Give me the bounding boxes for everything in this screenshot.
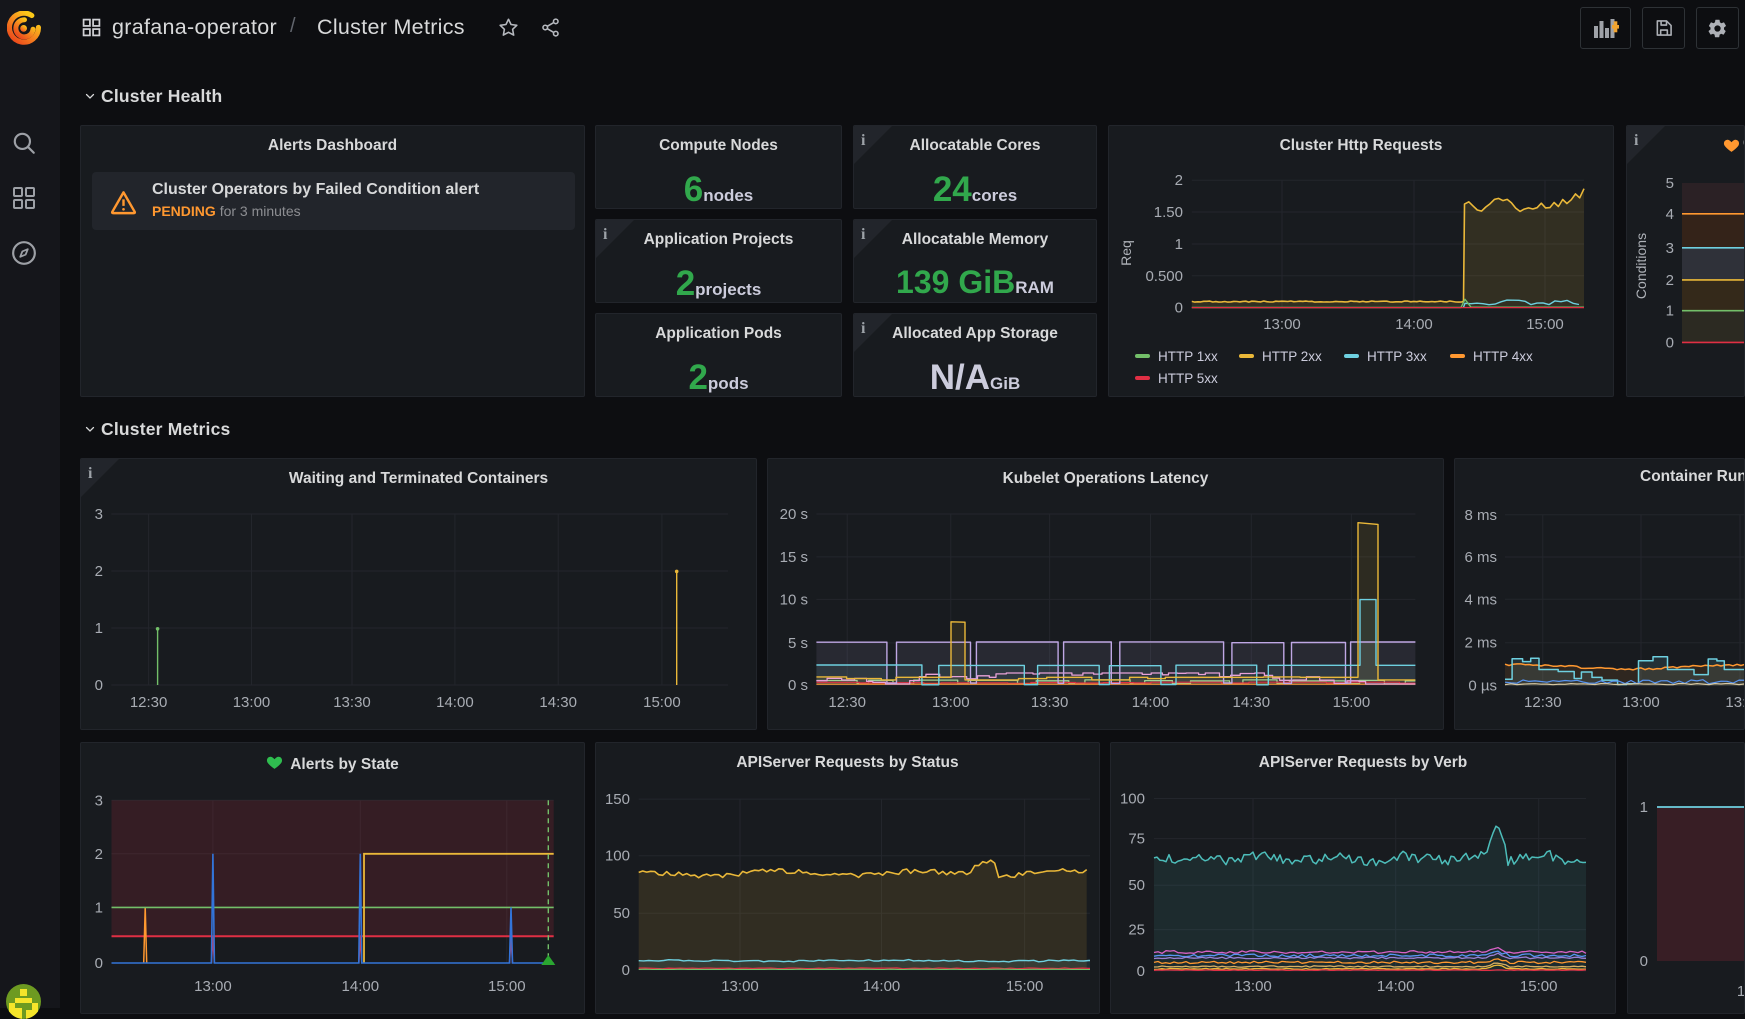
svg-text:15:00: 15:00 [1526,316,1564,333]
svg-text:1: 1 [95,899,103,916]
svg-text:HTTP 3xx: HTTP 3xx [1367,349,1427,364]
svg-text:i: i [1634,132,1639,149]
svg-text:2: 2 [95,846,103,863]
svg-text:100: 100 [605,848,630,865]
svg-text:0 µs: 0 µs [1468,678,1497,695]
svg-text:14:30: 14:30 [539,694,577,711]
svg-text:1: 1 [95,620,103,637]
svg-text:1: 1 [1666,303,1674,320]
svg-text:13:30: 13:30 [333,694,371,711]
svg-text:12:30: 12:30 [130,694,168,711]
svg-text:13:00: 13:00 [1263,316,1301,333]
svg-text:i: i [603,226,608,243]
svg-text:15:00: 15:00 [1333,694,1371,711]
svg-text:12:30: 12:30 [1524,694,1562,711]
svg-text:13:00: 13:00 [194,978,232,995]
svg-text:14:30: 14:30 [1233,694,1271,711]
svg-text:1: 1 [1640,799,1648,816]
svg-text:1: 1 [1737,983,1745,1000]
svg-text:14:00: 14:00 [436,694,474,711]
svg-text:13:00: 13:00 [1234,978,1272,995]
svg-text:6 ms: 6 ms [1464,549,1497,566]
svg-text:15:00: 15:00 [1006,978,1044,995]
svg-text:3: 3 [95,506,103,523]
svg-text:Req: Req [1118,240,1134,266]
svg-text:0: 0 [622,962,630,979]
svg-text:13:00: 13:00 [233,694,271,711]
svg-text:50: 50 [1128,877,1145,894]
svg-text:13:00: 13:00 [932,694,970,711]
svg-text:15:00: 15:00 [488,978,526,995]
svg-text:14:00: 14:00 [1377,978,1415,995]
svg-text:HTTP 1xx: HTTP 1xx [1158,349,1218,364]
svg-text:15:00: 15:00 [643,694,681,711]
svg-text:i: i [88,465,93,482]
svg-text:14:00: 14:00 [342,978,380,995]
svg-text:25: 25 [1128,922,1145,939]
svg-text:10 s: 10 s [780,591,808,608]
svg-text:3: 3 [1666,240,1674,257]
svg-text:i: i [861,320,866,337]
svg-text:50: 50 [613,905,630,922]
svg-text:i: i [861,226,866,243]
svg-text:15 s: 15 s [780,549,808,566]
svg-text:75: 75 [1128,831,1145,848]
svg-text:14:00: 14:00 [863,978,901,995]
svg-text:15:00: 15:00 [1520,978,1558,995]
svg-text:13:30: 13:30 [1031,694,1069,711]
svg-text:0: 0 [1666,334,1674,351]
svg-text:HTTP 2xx: HTTP 2xx [1262,349,1322,364]
svg-text:100: 100 [1120,791,1145,808]
svg-text:4 ms: 4 ms [1464,591,1497,608]
svg-text:14:00: 14:00 [1132,694,1170,711]
svg-text:20 s: 20 s [780,506,808,523]
svg-text:0: 0 [1175,300,1183,317]
svg-text:0.500: 0.500 [1145,268,1183,285]
svg-text:i: i [861,132,866,149]
svg-text:12:30: 12:30 [828,694,866,711]
svg-text:1.50: 1.50 [1154,204,1183,221]
svg-text:0: 0 [1137,963,1145,980]
svg-text:Conditions: Conditions [1633,233,1649,299]
svg-text:0 s: 0 s [788,677,808,694]
svg-text:0: 0 [95,677,103,694]
svg-text:5 s: 5 s [788,635,808,652]
svg-text:HTTP 4xx: HTTP 4xx [1473,349,1533,364]
svg-text:13:00: 13:00 [1622,694,1660,711]
svg-text:3: 3 [95,792,103,809]
svg-text:2 ms: 2 ms [1464,635,1497,652]
svg-text:14:00: 14:00 [1395,316,1433,333]
svg-text:8 ms: 8 ms [1464,507,1497,524]
svg-text:13:00: 13:00 [721,978,759,995]
svg-text:HTTP 5xx: HTTP 5xx [1158,371,1218,386]
svg-text:0: 0 [1640,953,1648,970]
svg-text:1: 1 [1175,236,1183,253]
svg-text:2: 2 [95,563,103,580]
svg-text:13:3: 13:3 [1725,694,1745,711]
svg-text:0: 0 [95,955,103,972]
svg-text:4: 4 [1666,206,1674,223]
svg-text:2: 2 [1666,272,1674,289]
svg-text:2: 2 [1175,172,1183,189]
svg-text:5: 5 [1666,175,1674,192]
svg-text:150: 150 [605,791,630,808]
